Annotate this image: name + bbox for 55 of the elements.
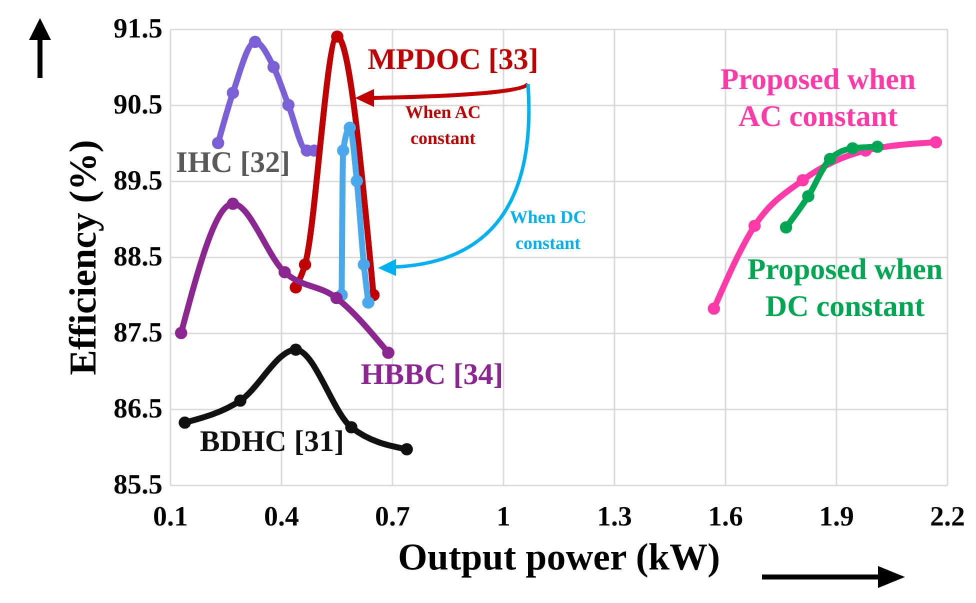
y-tick-label: 88.5	[114, 242, 162, 272]
point	[871, 140, 884, 153]
point	[212, 136, 224, 150]
y-tick-label: 89.5	[114, 166, 162, 196]
y-tick-label: 90.5	[114, 90, 162, 120]
point	[400, 443, 413, 456]
x-tick-label: 1.6	[708, 502, 743, 532]
y-tick-label: 91.5	[114, 14, 162, 44]
x-tick-label: 0.7	[375, 502, 410, 532]
x-tick-label: 1	[496, 502, 510, 532]
series-label: Proposed when DC constant	[747, 253, 943, 323]
annotation: When DC constant	[510, 207, 586, 253]
point	[331, 30, 344, 43]
series-label: IHC [32]	[176, 146, 290, 179]
point	[330, 292, 343, 304]
point	[298, 258, 312, 271]
point	[345, 421, 358, 434]
point	[824, 152, 836, 166]
point	[846, 142, 859, 154]
point	[708, 302, 720, 315]
point	[282, 98, 295, 112]
annotation: When AC constant	[405, 102, 481, 148]
point	[226, 86, 240, 99]
y-axis-title: Efficiency (%)	[62, 140, 104, 376]
series-label: MPDOC [33]	[368, 43, 538, 76]
x-tick-label: 0.1	[153, 502, 188, 532]
point	[796, 174, 809, 186]
point	[350, 174, 363, 188]
point	[358, 258, 370, 271]
y-tick-label: 85.5	[114, 470, 162, 500]
point	[267, 60, 280, 74]
x-tick-label: 2.2	[930, 502, 965, 532]
point	[362, 296, 374, 309]
point	[748, 220, 761, 232]
point	[337, 144, 350, 157]
point	[178, 416, 191, 429]
point	[802, 190, 814, 202]
point	[226, 198, 240, 210]
point	[278, 266, 291, 278]
point	[248, 36, 262, 48]
point	[290, 344, 302, 356]
x-axis-title: Output power (kW)	[398, 536, 720, 578]
point	[930, 136, 942, 148]
point	[234, 394, 246, 407]
x-tick-label: 1.9	[819, 502, 854, 532]
x-tick-label: 0.4	[264, 502, 299, 532]
y-tick-label: 86.5	[114, 394, 162, 424]
series-label: HBBC [34]	[360, 358, 504, 391]
x-tick-label: 1.3	[597, 502, 632, 532]
point	[174, 326, 188, 340]
series-label: BDHC [31]	[200, 425, 344, 458]
point	[780, 221, 792, 234]
series-label: Proposed when AC constant	[720, 63, 916, 133]
y-tick-label: 87.5	[114, 318, 162, 348]
point	[382, 346, 394, 359]
